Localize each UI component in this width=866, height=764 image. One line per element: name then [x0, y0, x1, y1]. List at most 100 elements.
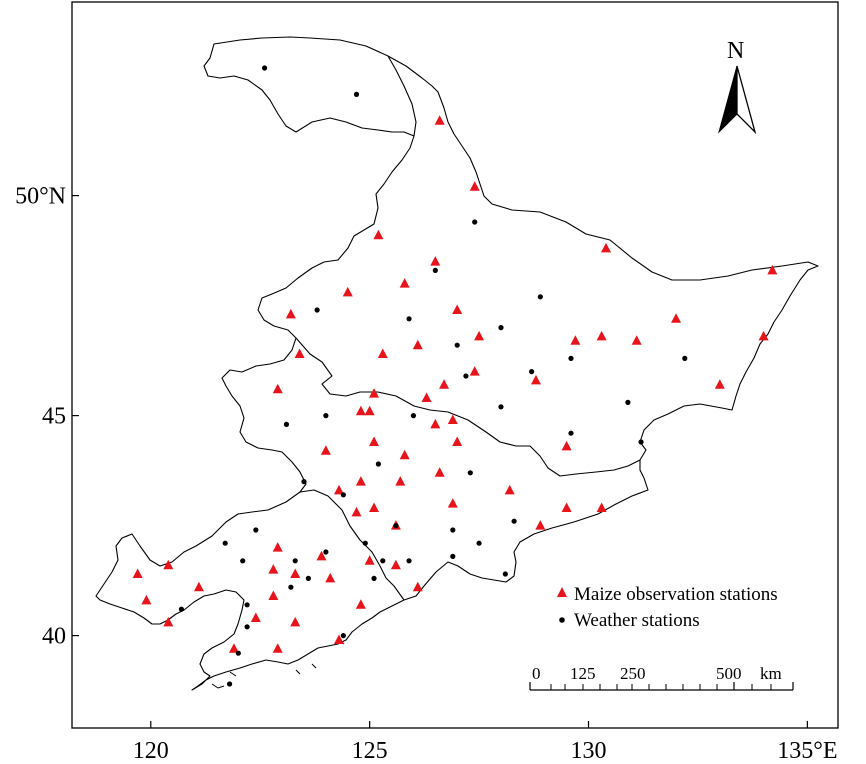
maize-station-marker — [272, 542, 283, 552]
y-tick-label: 45 — [42, 404, 66, 430]
weather-station-marker — [432, 267, 438, 273]
x-tick-label: 135°E — [777, 738, 837, 764]
weather-station-marker — [222, 540, 228, 546]
maize-station-marker — [369, 502, 380, 512]
legend-weather-label: Weather stations — [574, 610, 700, 631]
weather-station-marker — [323, 549, 329, 555]
maize-station-marker — [631, 335, 642, 345]
maize-station-marker — [316, 550, 327, 561]
maize-station-marker — [163, 559, 174, 570]
weather-station-marker — [463, 373, 469, 379]
map-frame — [71, 1, 839, 729]
weather-station-marker — [235, 650, 241, 656]
maize-station-marker — [193, 581, 204, 592]
maize-station-marker — [285, 308, 296, 319]
weather-station-marker — [529, 369, 535, 375]
maize-station-marker — [268, 590, 279, 600]
maize-station-marker — [412, 581, 423, 592]
y-axis-ticks: 40 45 50°N — [15, 184, 79, 650]
maize-station-marker — [272, 383, 283, 394]
maize-station-marker — [250, 612, 261, 622]
weather-station-marker — [568, 355, 574, 361]
scale-label-250: 250 — [620, 664, 646, 683]
x-tick-label: 125 — [352, 738, 388, 764]
maize-station-marker — [530, 374, 541, 385]
north-arrow-right-half — [736, 65, 757, 135]
legend-dot-icon — [559, 617, 565, 623]
maize-station-marker — [434, 467, 445, 477]
maize-station-marker — [469, 181, 480, 191]
maize-station-marker — [758, 330, 769, 341]
weather-station-marker — [226, 681, 233, 687]
maize-station-marker — [369, 436, 380, 446]
weather-station-marker — [502, 571, 508, 577]
weather-station-marker — [568, 430, 574, 436]
weather-station-marker — [476, 540, 482, 546]
weather-station-marker — [638, 439, 644, 445]
maize-station-marker — [355, 405, 366, 416]
maize-station-marker — [535, 520, 546, 530]
northeast-china-outline — [95, 36, 819, 691]
maize-station-marker — [364, 405, 375, 416]
weather-station-marker — [406, 316, 412, 322]
weather-station-marker — [511, 518, 517, 524]
weather-station-marker — [283, 421, 290, 427]
maize-station-marker — [290, 616, 301, 627]
weather-station-marker — [393, 523, 399, 529]
weather-station-marker — [375, 461, 381, 467]
north-arrow: N — [718, 38, 757, 135]
maize-station-marker — [447, 498, 458, 508]
maize-station-marker — [434, 115, 445, 125]
maize-station-marker — [320, 445, 331, 455]
weather-station-marker — [301, 479, 307, 485]
weather-station-marker — [498, 325, 504, 331]
maize-station-marker — [268, 564, 279, 574]
weather-station-marker — [625, 399, 631, 405]
weather-station-marker — [353, 91, 360, 97]
weather-station-marker — [410, 413, 417, 419]
maize-station-marker — [228, 643, 239, 653]
weather-station-marker — [537, 294, 543, 300]
weather-station-marker — [340, 633, 346, 639]
provincial-boundary-west — [295, 337, 641, 477]
maize-station-marker — [561, 440, 572, 451]
maize-station-marker — [671, 313, 682, 323]
maize-station-marker — [399, 278, 410, 288]
weather-station-marker — [467, 470, 473, 476]
maize-station-marker — [439, 379, 450, 389]
weather-station-marker — [292, 558, 298, 564]
maize-station-marker — [601, 242, 612, 253]
weather-station-markers — [178, 65, 688, 687]
weather-station-marker — [450, 527, 456, 533]
maize-station-marker — [290, 568, 301, 578]
weather-station-marker — [240, 558, 246, 564]
maize-station-marker — [141, 594, 152, 605]
scale-label-500: 500 — [716, 664, 742, 683]
legend: Maize observation stations Weather stati… — [557, 584, 778, 631]
weather-station-marker — [472, 219, 478, 225]
maize-station-marker — [355, 476, 366, 486]
maize-station-marker — [430, 256, 441, 266]
x-tick-label: 130 — [571, 738, 607, 764]
coastal-islands — [211, 639, 345, 689]
weather-station-marker — [288, 584, 294, 590]
maize-station-marker — [351, 506, 362, 517]
maize-station-marker — [325, 572, 336, 583]
maize-station-marker — [561, 502, 572, 512]
weather-station-marker — [371, 575, 377, 582]
y-tick-label: 50°N — [15, 184, 66, 210]
maize-station-marker — [714, 379, 725, 389]
maize-station-marker — [272, 643, 283, 653]
provincial-boundary-north — [387, 55, 417, 137]
weather-station-marker — [362, 540, 368, 546]
weather-station-marker — [682, 355, 688, 361]
weather-station-marker — [450, 553, 456, 560]
weather-station-marker — [178, 606, 185, 612]
legend-triangle-icon — [557, 587, 567, 597]
weather-station-marker — [244, 624, 250, 630]
maize-station-marker — [369, 388, 380, 398]
maize-station-marker — [364, 555, 375, 565]
scale-unit: km — [760, 664, 782, 683]
maize-station-marker — [132, 568, 143, 578]
maize-station-marker — [469, 366, 480, 376]
